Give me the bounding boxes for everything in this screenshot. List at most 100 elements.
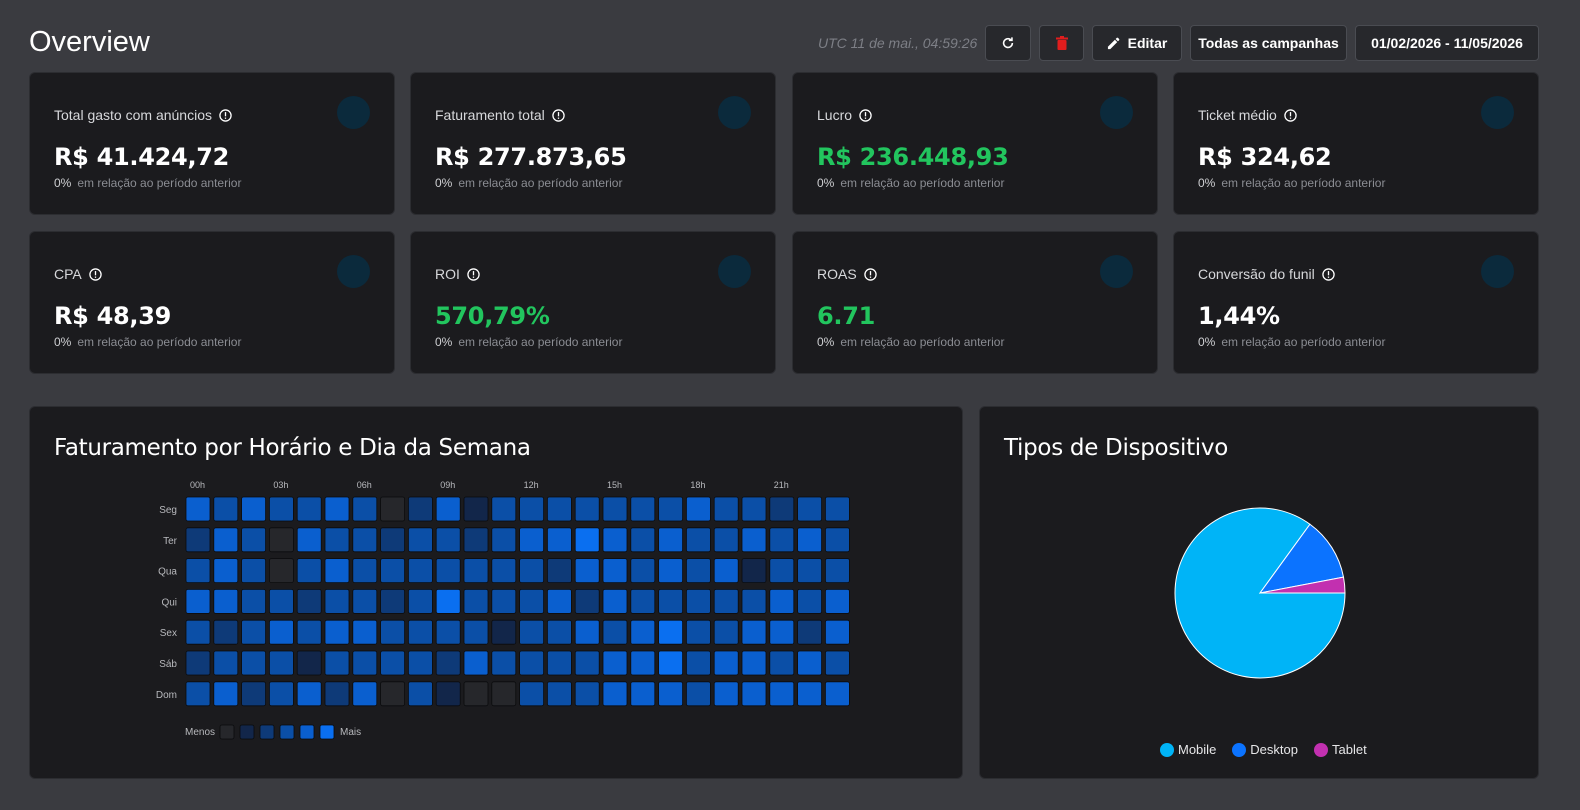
heatmap-cell[interactable] [630,681,656,707]
heatmap-cell[interactable] [463,558,489,584]
heatmap-cell[interactable] [630,496,656,522]
heatmap-cell[interactable] [574,619,600,645]
heatmap-cell[interactable] [352,681,378,707]
heatmap-cell[interactable] [463,619,489,645]
heatmap-cell[interactable] [463,527,489,553]
heatmap-cell[interactable] [519,558,545,584]
heatmap-cell[interactable] [324,558,350,584]
heatmap-cell[interactable] [602,681,628,707]
heatmap-cell[interactable] [407,681,433,707]
legend-item-tablet[interactable]: Tablet [1314,742,1367,757]
heatmap-cell[interactable] [602,650,628,676]
heatmap-cell[interactable] [352,588,378,614]
heatmap-cell[interactable] [407,588,433,614]
heatmap-cell[interactable] [825,650,850,676]
heatmap-cell[interactable] [241,558,267,584]
heatmap-cell[interactable] [352,496,378,522]
heatmap-cell[interactable] [713,527,739,553]
heatmap-cell[interactable] [713,650,739,676]
heatmap-cell[interactable] [825,619,850,645]
heatmap-cell[interactable] [185,681,211,707]
heatmap-cell[interactable] [741,496,767,522]
heatmap-cell[interactable] [241,496,267,522]
info-icon[interactable] [1322,267,1335,281]
heatmap-cell[interactable] [268,558,294,584]
heatmap-cell[interactable] [296,588,322,614]
heatmap-cell[interactable] [769,650,795,676]
heatmap-cell[interactable] [491,558,517,584]
heatmap-cell[interactable] [435,496,461,522]
heatmap-cell[interactable] [825,527,850,553]
heatmap-cell[interactable] [602,588,628,614]
heatmap-cell[interactable] [547,527,572,553]
heatmap-cell[interactable] [268,650,294,676]
heatmap-cell[interactable] [574,650,600,676]
heatmap-cell[interactable] [241,650,267,676]
heatmap-cell[interactable] [324,496,350,522]
heatmap-cell[interactable] [741,681,767,707]
heatmap-cell[interactable] [630,558,656,584]
refresh-button[interactable] [985,25,1031,61]
heatmap-cell[interactable] [630,588,656,614]
heatmap-cell[interactable] [185,496,211,522]
heatmap-cell[interactable] [574,681,600,707]
heatmap-cell[interactable] [268,496,294,522]
heatmap-cell[interactable] [658,619,683,645]
heatmap-cell[interactable] [241,681,267,707]
legend-item-mobile[interactable]: Mobile [1160,742,1216,757]
heatmap-cell[interactable] [797,558,822,584]
heatmap-cell[interactable] [547,558,572,584]
heatmap-cell[interactable] [713,496,739,522]
heatmap-cell[interactable] [713,619,739,645]
pie-slice-desktop[interactable] [1258,523,1345,594]
heatmap-cell[interactable] [574,527,600,553]
heatmap-cell[interactable] [491,650,517,676]
heatmap-cell[interactable] [797,527,822,553]
heatmap-cell[interactable] [797,681,822,707]
heatmap-cell[interactable] [324,650,350,676]
heatmap-cell[interactable] [268,527,294,553]
heatmap-cell[interactable] [185,558,211,584]
heatmap-cell[interactable] [407,496,433,522]
heatmap-cell[interactable] [574,496,600,522]
heatmap-cell[interactable] [380,619,406,645]
heatmap-cell[interactable] [268,619,294,645]
heatmap-cell[interactable] [213,619,239,645]
heatmap-cell[interactable] [547,681,572,707]
heatmap-cell[interactable] [185,619,211,645]
heatmap-cell[interactable] [463,650,489,676]
heatmap-cell[interactable] [491,496,517,522]
heatmap-cell[interactable] [268,681,294,707]
heatmap-cell[interactable] [825,588,850,614]
heatmap-cell[interactable] [213,496,239,522]
heatmap-cell[interactable] [797,650,822,676]
heatmap-cell[interactable] [407,650,433,676]
heatmap-cell[interactable] [435,588,461,614]
heatmap-cell[interactable] [435,681,461,707]
heatmap-cell[interactable] [630,619,656,645]
heatmap-cell[interactable] [213,588,239,614]
heatmap-cell[interactable] [352,619,378,645]
heatmap-cell[interactable] [435,527,461,553]
heatmap-cell[interactable] [380,681,406,707]
heatmap-cell[interactable] [574,558,600,584]
heatmap-cell[interactable] [435,619,461,645]
heatmap-cell[interactable] [686,588,711,614]
heatmap-cell[interactable] [547,619,572,645]
heatmap-cell[interactable] [519,588,545,614]
heatmap-cell[interactable] [463,496,489,522]
heatmap-cell[interactable] [491,681,517,707]
heatmap-cell[interactable] [213,650,239,676]
heatmap-cell[interactable] [352,558,378,584]
heatmap-cell[interactable] [825,496,850,522]
heatmap-cell[interactable] [268,588,294,614]
heatmap-cell[interactable] [658,588,683,614]
heatmap-cell[interactable] [547,588,572,614]
heatmap-cell[interactable] [296,527,322,553]
heatmap-cell[interactable] [380,558,406,584]
heatmap-cell[interactable] [296,681,322,707]
heatmap-cell[interactable] [491,619,517,645]
heatmap-cell[interactable] [713,558,739,584]
heatmap-cell[interactable] [213,527,239,553]
heatmap-cell[interactable] [797,619,822,645]
